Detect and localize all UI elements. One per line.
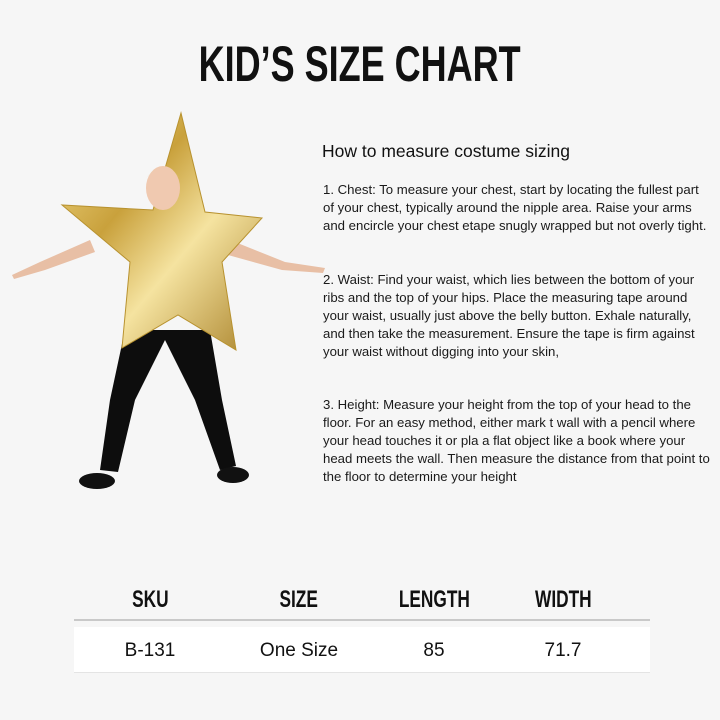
cell-length: 85 [423, 640, 445, 661]
header-sku-text: SKU [131, 586, 169, 613]
chest-instructions: 1. Chest: To measure your chest, start b… [323, 182, 707, 233]
table-row [74, 627, 650, 673]
height-instructions: 3. Height: Measure your height from the … [323, 397, 710, 484]
waist-instructions: 2. Waist: Find your waist, which lies be… [323, 272, 695, 359]
header-length-text: LENGTH [398, 586, 470, 613]
header-divider [74, 619, 650, 621]
header-length: LENGTH [364, 586, 504, 614]
cell-width: 71.7 [544, 640, 582, 661]
header-size-text: SIZE [279, 586, 319, 613]
kid-star-costume-image [12, 111, 325, 489]
header-sku: SKU [80, 586, 220, 614]
header-size: SIZE [229, 586, 369, 614]
cell-sku: B-131 [124, 640, 176, 661]
guide-heading: How to measure costume sizing [322, 141, 571, 161]
header-width: WIDTH [493, 586, 633, 614]
cell-size: One Size [259, 640, 339, 661]
page-title: KID’S SIZE CHART [0, 36, 720, 92]
header-width-text: WIDTH [534, 586, 592, 613]
page-title-text: KID’S SIZE CHART [198, 36, 522, 92]
